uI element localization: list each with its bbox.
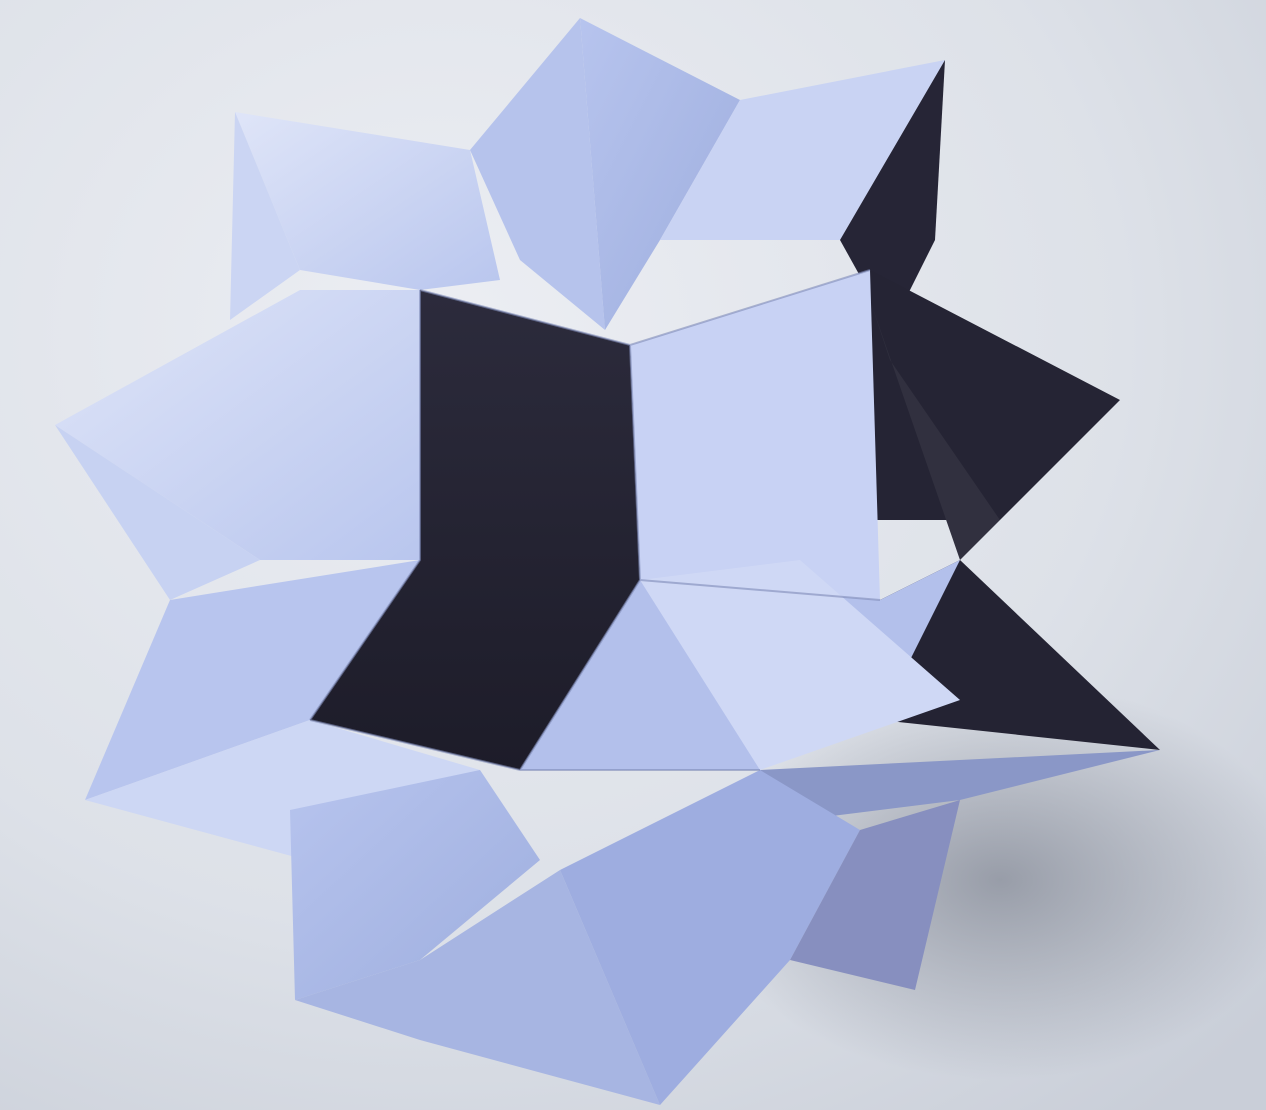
- photo-scene: [0, 0, 1266, 1110]
